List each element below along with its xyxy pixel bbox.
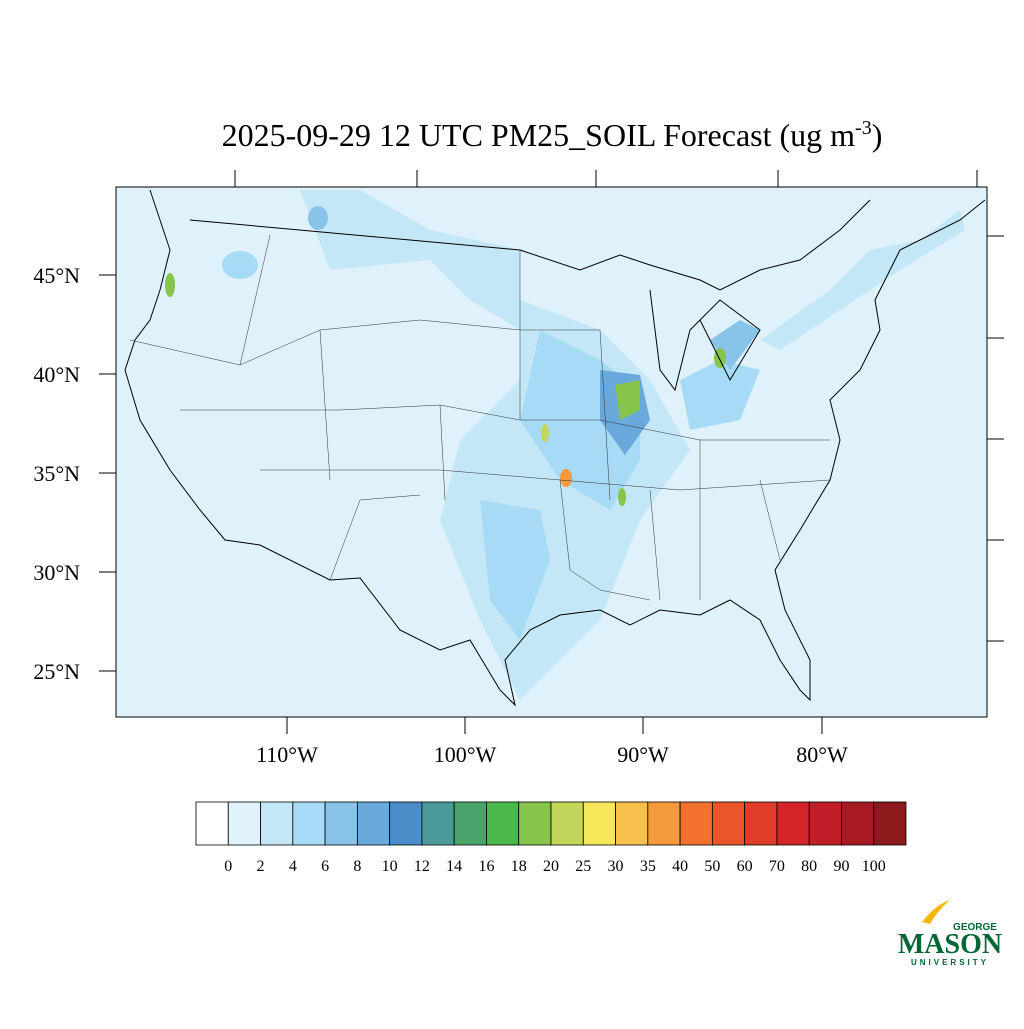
shade xyxy=(760,210,965,350)
title-sup: -3 xyxy=(855,117,872,139)
colorbar-box xyxy=(808,801,842,846)
colorbar-box xyxy=(389,801,423,846)
shade xyxy=(165,273,175,297)
lon-label: 90°W xyxy=(617,742,669,767)
title-end: ) xyxy=(872,117,883,153)
shade xyxy=(618,488,626,506)
lon-label: 100°W xyxy=(434,742,497,767)
colorbar-box xyxy=(453,801,487,846)
colorbar-label: 14 xyxy=(446,858,462,875)
colorbar-box xyxy=(841,801,875,846)
colorbar-box xyxy=(324,801,358,846)
lat-label: 35°N xyxy=(33,461,80,486)
shade xyxy=(541,424,549,442)
colorbar-label: 70 xyxy=(769,858,785,875)
colorbar-label: 35 xyxy=(640,858,656,875)
ticks xyxy=(99,170,1004,734)
shade xyxy=(615,380,640,420)
colorbar-box xyxy=(744,801,778,846)
colorbar-label: 90 xyxy=(833,858,849,875)
colorbar-box xyxy=(486,801,520,846)
colorbar-label: 18 xyxy=(511,858,527,875)
colorbar-box xyxy=(292,801,326,846)
coastline xyxy=(124,189,986,707)
colorbar-box xyxy=(518,801,552,846)
logo-top: GEORGE xyxy=(953,922,997,933)
colorbar-label: 50 xyxy=(704,858,720,875)
colorbar-label: 40 xyxy=(672,858,688,875)
shade xyxy=(300,190,520,330)
great-lakes xyxy=(649,289,761,392)
lat-label: 45°N xyxy=(33,263,80,288)
logo: GEORGE MASON UNIVERSITY xyxy=(898,900,1002,967)
shade xyxy=(308,206,328,230)
lon-label: 110°W xyxy=(256,742,318,767)
colorbar-box xyxy=(195,801,229,846)
shade xyxy=(680,360,760,430)
logo-bottom: UNIVERSITY xyxy=(911,958,989,967)
colorbar-box xyxy=(873,801,907,846)
logo-main: MASON xyxy=(898,929,1002,960)
colorbar-label: 16 xyxy=(478,858,494,875)
lat-label: 25°N xyxy=(33,659,80,684)
colorbar-label: 0 xyxy=(224,858,232,875)
colorbar-box xyxy=(356,801,391,846)
colorbar-box xyxy=(776,801,810,846)
title: 2025-09-29 12 UTC PM25_SOIL Forecast (ug… xyxy=(222,117,883,153)
shade xyxy=(222,251,258,279)
logo-swoosh xyxy=(922,900,950,924)
colorbar-box xyxy=(711,801,746,846)
map xyxy=(99,170,1004,734)
colorbar-box xyxy=(615,801,649,846)
colorbar-label: 2 xyxy=(257,858,265,875)
colorbar-label: 20 xyxy=(543,858,559,875)
colorbar-label: 25 xyxy=(575,858,591,875)
shade xyxy=(480,500,550,640)
colorbar-label: 100 xyxy=(862,858,886,875)
colorbar: 0 2 4 6 8 10 12 14 16 18 20 25 30 35 40 50 60 70 80 90 100 xyxy=(195,801,907,875)
states xyxy=(129,234,831,601)
title-main: 2025-09-29 12 UTC PM25_SOIL Forecast (ug… xyxy=(222,117,856,153)
shade xyxy=(560,469,572,487)
colorbar-label: 60 xyxy=(737,858,753,875)
colorbar-box xyxy=(582,801,616,846)
colorbar-label: 10 xyxy=(382,858,398,875)
pm-shading xyxy=(165,190,965,700)
lat-label: 30°N xyxy=(33,560,80,585)
colorbar-box xyxy=(550,801,584,846)
colorbar-box xyxy=(227,801,261,846)
border xyxy=(189,199,871,291)
colorbar-label: 80 xyxy=(801,858,817,875)
lon-label: 80°W xyxy=(796,742,848,767)
colorbar-box xyxy=(260,801,294,846)
colorbar-box xyxy=(679,801,713,846)
colorbar-label: 12 xyxy=(414,858,430,875)
colorbar-label: 8 xyxy=(353,858,361,875)
lat-label: 40°N xyxy=(33,362,80,387)
colorbar-label: 4 xyxy=(289,858,297,875)
colorbar-box xyxy=(421,801,455,846)
colorbar-box xyxy=(647,801,681,846)
colorbar-label: 30 xyxy=(608,858,624,875)
colorbar-label: 6 xyxy=(321,858,329,875)
